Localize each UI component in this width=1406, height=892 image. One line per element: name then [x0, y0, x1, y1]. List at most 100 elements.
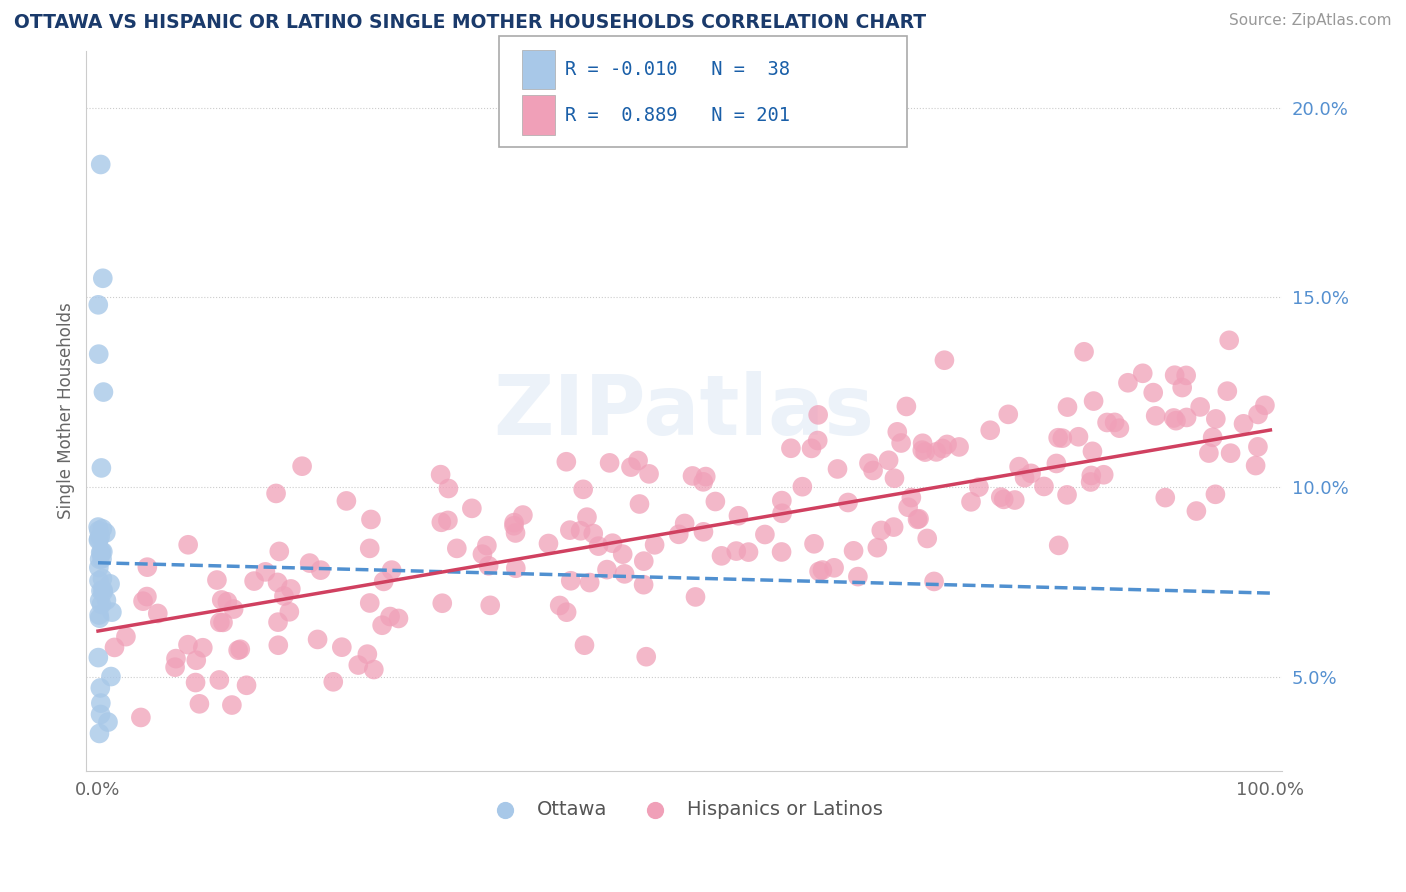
- Point: [620, 460, 643, 475]
- Point: [1067, 430, 1090, 444]
- Point: [184, 675, 207, 690]
- Point: [356, 647, 378, 661]
- Point: [186, 653, 208, 667]
- Point: [90, 544, 112, 558]
- Text: R = -0.010   N =  38: R = -0.010 N = 38: [565, 60, 790, 79]
- Point: [692, 475, 714, 489]
- Point: [243, 574, 266, 588]
- Point: [165, 660, 187, 674]
- Point: [91, 572, 114, 586]
- Point: [555, 605, 578, 619]
- Point: [115, 630, 138, 644]
- Point: [266, 575, 288, 590]
- Point: [908, 512, 931, 526]
- Point: [1204, 487, 1226, 501]
- Point: [897, 500, 920, 515]
- Point: [925, 445, 948, 459]
- Point: [103, 640, 125, 655]
- Point: [1216, 384, 1239, 399]
- Point: [136, 590, 159, 604]
- Point: [503, 516, 526, 530]
- Point: [1254, 398, 1277, 412]
- Text: Source: ZipAtlas.com: Source: ZipAtlas.com: [1229, 13, 1392, 29]
- Point: [578, 575, 600, 590]
- Point: [1163, 411, 1185, 425]
- Point: [177, 638, 200, 652]
- Point: [89, 681, 111, 695]
- Point: [212, 615, 235, 630]
- Point: [98, 577, 121, 591]
- Point: [165, 651, 187, 665]
- Point: [1047, 431, 1070, 445]
- Point: [90, 696, 112, 710]
- Point: [948, 440, 970, 454]
- Point: [548, 599, 571, 613]
- Point: [208, 615, 231, 630]
- Point: [1154, 491, 1177, 505]
- Point: [267, 615, 290, 629]
- Point: [915, 532, 938, 546]
- Point: [800, 442, 823, 456]
- Point: [770, 493, 793, 508]
- Point: [87, 560, 110, 574]
- Point: [1164, 414, 1187, 428]
- Point: [1080, 468, 1102, 483]
- Point: [90, 583, 112, 598]
- Point: [537, 536, 560, 550]
- Point: [673, 516, 696, 531]
- Point: [725, 544, 748, 558]
- Point: [1080, 475, 1102, 489]
- Point: [1014, 471, 1036, 485]
- Point: [960, 495, 983, 509]
- Point: [90, 546, 112, 560]
- Point: [1052, 431, 1074, 445]
- Text: R =  0.889   N = 201: R = 0.889 N = 201: [565, 105, 790, 125]
- Point: [217, 595, 239, 609]
- Point: [146, 607, 169, 621]
- Point: [827, 462, 849, 476]
- Point: [558, 523, 581, 537]
- Point: [602, 536, 624, 550]
- Point: [993, 492, 1015, 507]
- Point: [87, 650, 110, 665]
- Point: [471, 547, 494, 561]
- Point: [100, 669, 122, 683]
- Point: [979, 423, 1001, 437]
- Point: [96, 593, 118, 607]
- Point: [644, 538, 666, 552]
- Y-axis label: Single Mother Households: Single Mother Households: [58, 302, 75, 519]
- Point: [91, 271, 114, 285]
- Point: [1247, 408, 1270, 422]
- Point: [886, 425, 908, 439]
- Point: [842, 544, 865, 558]
- Point: [381, 563, 404, 577]
- Point: [737, 545, 759, 559]
- Point: [378, 609, 401, 624]
- Point: [862, 463, 884, 477]
- Point: [347, 658, 370, 673]
- Point: [371, 618, 394, 632]
- Point: [226, 643, 249, 657]
- Point: [505, 561, 527, 575]
- Point: [636, 649, 658, 664]
- Point: [803, 537, 825, 551]
- Point: [685, 590, 707, 604]
- Point: [914, 445, 936, 459]
- Point: [1175, 410, 1198, 425]
- Point: [1232, 417, 1254, 431]
- Point: [638, 467, 661, 481]
- Point: [1045, 457, 1067, 471]
- Point: [1095, 416, 1118, 430]
- Point: [1104, 416, 1126, 430]
- Point: [1047, 538, 1070, 552]
- Point: [582, 526, 605, 541]
- Point: [1171, 380, 1194, 394]
- Point: [278, 605, 301, 619]
- Point: [429, 467, 451, 482]
- Point: [1185, 504, 1208, 518]
- Point: [858, 456, 880, 470]
- Point: [1033, 479, 1056, 493]
- Point: [188, 697, 211, 711]
- Point: [837, 495, 859, 509]
- Point: [91, 545, 114, 559]
